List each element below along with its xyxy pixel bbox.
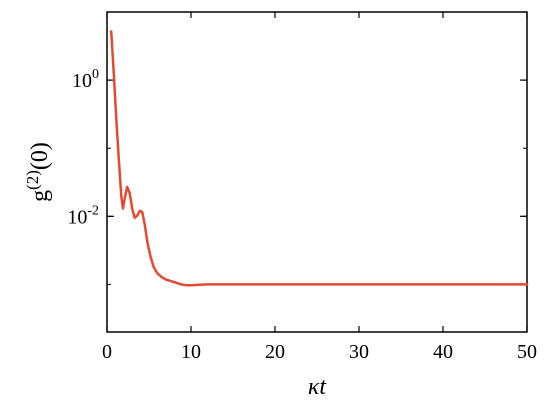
series-line-0 (109, 30, 529, 287)
x-tick-label: 20 (265, 341, 285, 363)
y-axis-label: g(2)(0) (23, 142, 53, 202)
x-tick-label: 30 (349, 341, 369, 363)
x-axis-label-greek: κ (308, 374, 320, 400)
series-group (109, 30, 529, 287)
y-tick-label: 100 (72, 67, 99, 92)
x-axis-label-var: t (319, 374, 327, 400)
plot-frame (106, 11, 528, 333)
y-tick-label-exp: 0 (92, 67, 99, 82)
y-tick-label-base: 10 (67, 206, 87, 228)
x-tick-label: 10 (181, 341, 201, 363)
x-axis-label: κt (308, 374, 328, 400)
x-tick-label: 0 (102, 341, 112, 363)
y-axis-label-base: g (27, 190, 53, 202)
y-axis-label-sup: (2) (23, 170, 42, 190)
y-axis-label-arg: (0) (27, 142, 53, 170)
x-tick-label: 50 (517, 341, 537, 363)
y-tick-label-base: 10 (72, 70, 92, 92)
axis-ticks (106, 11, 528, 332)
y-tick-label: 10-2 (67, 203, 99, 228)
y-tick-label-exp: -2 (87, 203, 99, 218)
x-tick-label: 40 (433, 341, 453, 363)
